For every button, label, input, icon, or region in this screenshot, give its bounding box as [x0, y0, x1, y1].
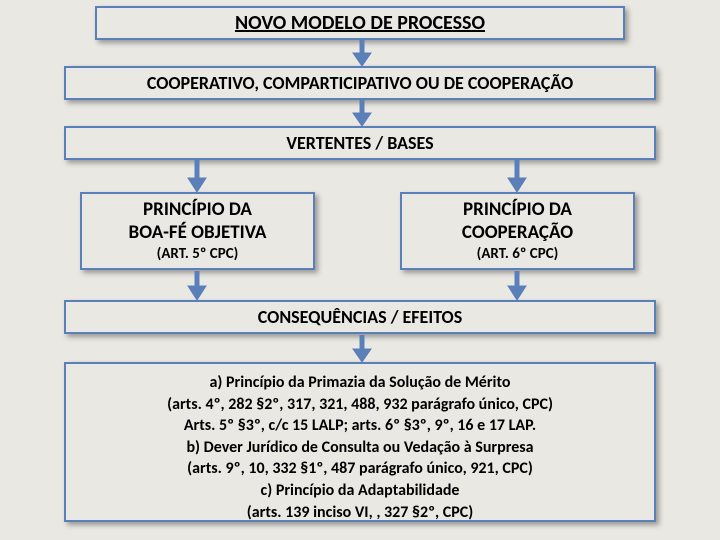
cooperativo-text: COOPERATIVO, COMPARTICIPATIVO OU DE COOP…: [147, 72, 573, 94]
princ-left-line1: PRINCÍPIO DA: [143, 199, 252, 222]
principio-boa-fe-box: PRINCÍPIO DA BOA-FÉ OBJETIVA (ART. 5º CP…: [80, 192, 315, 270]
list-line-0: a) Princípio da Primazia da Solução de M…: [86, 372, 634, 394]
princ-right-line2: COOPERAÇÃO: [462, 222, 573, 245]
list-line-4: (arts. 9º, 10, 332 §1º, 487 parágrafo ún…: [86, 458, 634, 480]
arrow-down-icon: [350, 100, 374, 126]
consequencias-box: CONSEQUÊNCIAS / EFEITOS: [64, 300, 656, 334]
principio-cooperacao-box: PRINCÍPIO DA COOPERAÇÃO (ART. 6º CPC): [400, 192, 635, 270]
list-line-5: c) Princípio da Adaptabilidade: [86, 480, 634, 502]
title-text: NOVO MODELO DE PROCESSO: [235, 11, 485, 35]
princ-left-line2: BOA-FÉ OBJETIVA: [129, 222, 267, 245]
arrow-down-icon: [185, 271, 209, 300]
princ-right-line1: PRINCÍPIO DA: [463, 199, 572, 222]
princ-left-sub: (ART. 5º CPC): [157, 245, 239, 263]
arrow-down-icon: [350, 335, 374, 362]
arrow-down-icon: [185, 160, 209, 192]
vertentes-text: VERTENTES / BASES: [286, 132, 433, 154]
cooperativo-box: COOPERATIVO, COMPARTICIPATIVO OU DE COOP…: [64, 66, 656, 100]
vertentes-box: VERTENTES / BASES: [64, 126, 656, 160]
list-line-2: Arts. 5º §3º, c/c 15 LALP; arts. 6º §3º,…: [86, 415, 634, 437]
effects-list-box: a) Princípio da Primazia da Solução de M…: [64, 362, 656, 522]
list-line-3: b) Dever Jurídico de Consulta ou Vedação…: [86, 437, 634, 459]
arrow-down-icon: [350, 40, 374, 66]
princ-right-sub: (ART. 6º CPC): [477, 245, 559, 263]
title-box: NOVO MODELO DE PROCESSO: [95, 6, 625, 40]
arrow-down-icon: [505, 160, 529, 192]
list-line-6: (arts. 139 inciso VI, , 327 §2º, CPC): [86, 502, 634, 524]
list-line-1: (arts. 4º, 282 §2º, 317, 321, 488, 932 p…: [86, 394, 634, 416]
conseq-text: CONSEQUÊNCIAS / EFEITOS: [258, 306, 463, 328]
arrow-down-icon: [505, 271, 529, 300]
